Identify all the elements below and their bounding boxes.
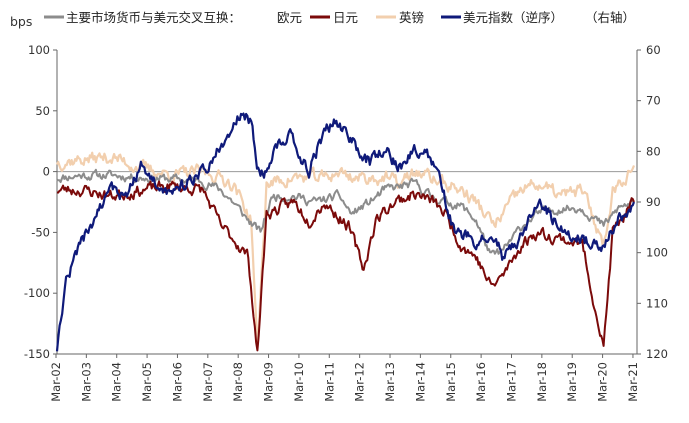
- legend-label-eur: 欧元: [277, 10, 302, 25]
- x-tick-label: Mar-18: [535, 362, 549, 402]
- legend: bps 主要市场货币与美元交叉互换： 欧元 日元 英镑 美元指数（逆序） （右轴…: [10, 10, 635, 29]
- right-tick-label: 80: [646, 144, 661, 158]
- x-tick-label: Mar-14: [413, 362, 427, 402]
- series-line-gbp: [55, 151, 636, 350]
- legend-label-dxy: 美元指数（逆序）: [463, 10, 563, 25]
- legend-title: 主要市场货币与美元交叉互换：: [66, 10, 241, 25]
- right-tick-label: 90: [646, 195, 661, 209]
- left-tick-label: -50: [31, 225, 50, 239]
- right-tick-label: 60: [646, 43, 661, 57]
- right-tick-label: 110: [646, 296, 668, 310]
- x-tick-label: Mar-15: [444, 362, 458, 402]
- right-tick-label: 70: [646, 94, 661, 108]
- axes-group: 100 50 0 -50 -100 -150 60 70 80 90 100 110 120 Mar-02…: [24, 43, 668, 402]
- legend-label-gbp: 英镑: [399, 10, 424, 25]
- x-tick-label: Mar-17: [504, 362, 518, 402]
- x-tick-label: Mar-16: [474, 362, 488, 402]
- right-tick-label: 120: [646, 347, 668, 361]
- left-tick-label: -150: [24, 347, 50, 361]
- x-tick-label: Mar-07: [201, 362, 215, 402]
- left-tick-label: 0: [43, 165, 50, 179]
- x-tick-label: Mar-06: [170, 362, 184, 402]
- left-tick-label: 100: [28, 43, 50, 57]
- legend-label-jpy: 日元: [333, 10, 358, 25]
- x-tick-label: Mar-11: [322, 362, 336, 402]
- x-tick-label: Mar-05: [140, 362, 154, 402]
- right-tick-label: 100: [646, 246, 668, 260]
- series-group: [55, 112, 636, 352]
- x-tick-label: Mar-10: [292, 362, 306, 402]
- left-tick-label: -100: [24, 286, 50, 300]
- left-axis-unit-label: bps: [10, 14, 32, 29]
- x-tick-label: Mar-19: [565, 362, 579, 402]
- x-tick-label: Mar-03: [79, 362, 93, 402]
- x-tick-label: Mar-08: [231, 362, 245, 402]
- x-tick-label: Mar-04: [110, 362, 124, 402]
- left-tick-label: 50: [35, 104, 50, 118]
- series-line-dxy: [55, 112, 636, 352]
- x-tick-label: Mar-21: [626, 362, 640, 402]
- x-tick-label: Mar-20: [596, 362, 610, 402]
- series-line-jpy: [56, 180, 635, 352]
- x-tick-label: Mar-12: [353, 362, 367, 402]
- x-tick-label: Mar-09: [262, 362, 276, 402]
- x-tick-label: Mar-02: [49, 362, 63, 402]
- x-tick-label: Mar-13: [383, 362, 397, 402]
- legend-axis-note: （右轴）: [585, 10, 635, 25]
